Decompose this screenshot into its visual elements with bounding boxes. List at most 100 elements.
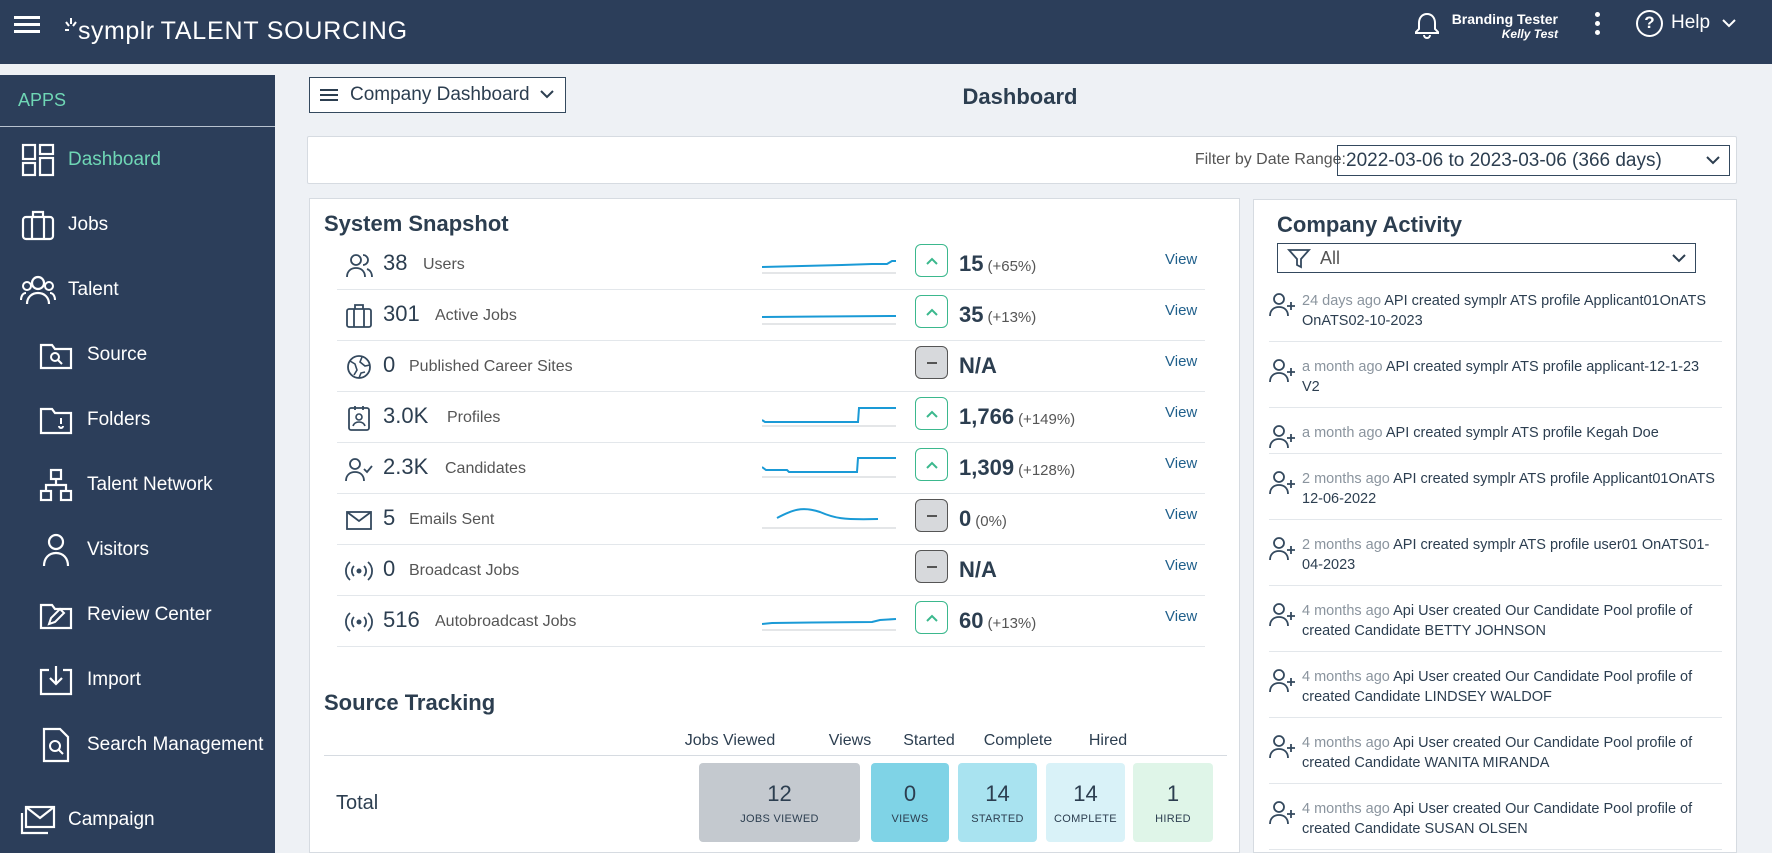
sidebar-item-source[interactable]: Source bbox=[0, 330, 275, 380]
sidebar-item-talent-network[interactable]: Talent Network bbox=[0, 460, 275, 510]
sidebar-item-dashboard[interactable]: Dashboard bbox=[0, 135, 275, 185]
divider bbox=[324, 755, 1227, 756]
snapshot-count: 38 bbox=[383, 250, 408, 275]
sidebar-item-jobs[interactable]: Jobs bbox=[0, 200, 275, 250]
activity-item: a month ago API created symplr ATS profi… bbox=[1269, 423, 1722, 454]
date-range-select[interactable]: 2022-03-06 to 2023-03-06 (366 days) bbox=[1337, 145, 1730, 176]
snapshot-delta: N/A bbox=[959, 353, 997, 378]
globe-icon bbox=[347, 355, 371, 379]
snapshot-label: Users bbox=[423, 256, 465, 273]
activity-item: 4 months ago Api User created Our Candid… bbox=[1269, 799, 1722, 850]
view-link[interactable]: View bbox=[1165, 302, 1198, 319]
snapshot-count: 0 bbox=[383, 352, 396, 377]
folder-edit-icon bbox=[36, 595, 76, 635]
column-header: Jobs Viewed bbox=[684, 732, 776, 749]
date-range-value: 2022-03-06 to 2023-03-06 (366 days) bbox=[1346, 149, 1662, 171]
tile-label: VIEWS bbox=[891, 812, 929, 825]
people-icon bbox=[18, 270, 58, 310]
snapshot-count: 2.3K bbox=[383, 454, 429, 479]
section-title: Company Activity bbox=[1277, 212, 1463, 237]
view-link[interactable]: View bbox=[1165, 455, 1198, 472]
snapshot-label: Published Career Sites bbox=[409, 358, 573, 375]
sidebar-item-campaign[interactable]: Campaign bbox=[0, 795, 275, 845]
activity-text: 4 months ago Api User created Our Candid… bbox=[1302, 735, 1693, 771]
view-link[interactable]: View bbox=[1165, 404, 1198, 421]
activity-item: 2 months ago API created symplr ATS prof… bbox=[1269, 535, 1722, 586]
snapshot-row-profiles: 3.0K Profiles 1,766 (+149%) View bbox=[337, 392, 1205, 443]
tile-label: STARTED bbox=[971, 812, 1024, 825]
add-user-icon bbox=[1269, 471, 1295, 495]
page-title: Dashboard bbox=[962, 84, 1078, 109]
dashboard-view-select[interactable]: Company Dashboard bbox=[309, 77, 566, 113]
view-link[interactable]: View bbox=[1165, 353, 1198, 370]
snapshot-row-active-jobs: 301 Active Jobs 35 (+13%) View bbox=[337, 290, 1205, 341]
view-link[interactable]: View bbox=[1165, 506, 1198, 523]
column-header: Started bbox=[903, 732, 955, 749]
person-check-icon bbox=[345, 458, 373, 482]
sparkline bbox=[762, 407, 896, 427]
sparkline bbox=[762, 260, 896, 274]
hired-tile[interactable]: 1 HIRED bbox=[1133, 763, 1213, 842]
user-menu[interactable]: Branding Tester Kelly Test bbox=[1440, 12, 1558, 42]
view-link[interactable]: View bbox=[1165, 608, 1198, 625]
filter-label: Filter by Date Range: bbox=[1194, 151, 1346, 168]
activity-text: a month ago API created symplr ATS profi… bbox=[1302, 359, 1700, 395]
add-user-icon bbox=[1269, 425, 1295, 449]
snapshot-label: Candidates bbox=[445, 460, 526, 477]
snapshot-row-users: 38 Users 15 (+65%) View bbox=[337, 239, 1205, 290]
briefcase-icon bbox=[18, 205, 58, 245]
more-options-icon[interactable] bbox=[1590, 12, 1604, 38]
snapshot-row-autobroadcast-jobs: 516 Autobroadcast Jobs 60 (+13%) View bbox=[337, 596, 1205, 647]
snapshot-row-candidates: 2.3K Candidates 1,309 (+128%) View bbox=[337, 443, 1205, 494]
tile-label: HIRED bbox=[1155, 812, 1191, 825]
chevron-down-icon bbox=[1722, 19, 1736, 28]
jobs-viewed-tile[interactable]: 12 JOBS VIEWED bbox=[699, 763, 860, 842]
add-user-icon bbox=[1269, 537, 1295, 561]
network-icon bbox=[36, 465, 76, 505]
snapshot-count: 301 bbox=[383, 301, 420, 326]
activity-item: 4 months ago Api User created Our Candid… bbox=[1269, 733, 1722, 784]
activity-filter-select[interactable]: All bbox=[1277, 243, 1696, 273]
trend-flat-icon bbox=[915, 550, 948, 583]
activity-filter-value: All bbox=[1320, 247, 1341, 268]
activity-item: 4 months ago Api User created Our Candid… bbox=[1269, 667, 1722, 718]
logo-brand: symplr bbox=[78, 16, 155, 45]
activity-text: 2 months ago API created symplr ATS prof… bbox=[1302, 471, 1715, 507]
filter-bar: Filter by Date Range: 2022-03-06 to 2023… bbox=[307, 136, 1737, 184]
broadcast-icon bbox=[345, 612, 373, 632]
activity-item: 4 months ago Api User created Our Candid… bbox=[1269, 601, 1722, 652]
started-tile[interactable]: 14 STARTED bbox=[958, 763, 1037, 842]
sidebar-item-folders[interactable]: Folders bbox=[0, 395, 275, 445]
snapshot-count: 5 bbox=[383, 505, 396, 530]
snapshot-delta: 1,766 (+149%) bbox=[959, 404, 1076, 429]
view-link[interactable]: View bbox=[1165, 557, 1198, 574]
sidebar-item-search-management[interactable]: Search Management bbox=[0, 720, 275, 770]
sidebar-item-talent[interactable]: Talent bbox=[0, 265, 275, 315]
folder-icon bbox=[36, 400, 76, 440]
views-tile[interactable]: 0 VIEWS bbox=[871, 763, 949, 842]
column-header: Views bbox=[828, 732, 872, 749]
view-link[interactable]: View bbox=[1165, 251, 1198, 268]
help-icon: ? bbox=[1636, 9, 1663, 37]
snapshot-delta: 60 (+13%) bbox=[959, 608, 1037, 633]
logo[interactable]: symplr TALENT SOURCING bbox=[64, 14, 408, 48]
users-icon bbox=[346, 254, 373, 278]
bell-icon[interactable] bbox=[1412, 10, 1442, 40]
tile-value: 14 bbox=[985, 780, 1010, 806]
sidebar-item-label: Jobs bbox=[68, 214, 109, 235]
tile-value: 1 bbox=[1166, 780, 1180, 806]
sidebar-item-review-center[interactable]: Review Center bbox=[0, 590, 275, 640]
folder-search-icon bbox=[36, 335, 76, 375]
top-bar: symplr TALENT SOURCING Branding Tester K… bbox=[0, 0, 1772, 64]
sidebar-item-visitors[interactable]: Visitors bbox=[0, 525, 275, 575]
system-snapshot-card: System Snapshot 38 Users 15 (+65%) View 3… bbox=[309, 198, 1240, 853]
help-menu[interactable]: ? Help bbox=[1636, 8, 1736, 38]
complete-tile[interactable]: 14 COMPLETE bbox=[1046, 763, 1125, 842]
sidebar-item-import[interactable]: Import bbox=[0, 655, 275, 705]
sidebar-item-label: Talent bbox=[68, 279, 119, 300]
source-tracking-headers: Jobs Viewed Views Started Complete Hired bbox=[310, 732, 1241, 752]
snapshot-count: 0 bbox=[383, 556, 396, 581]
snapshot-row-broadcast-jobs: 0 Broadcast Jobs N/A View bbox=[337, 545, 1205, 596]
menu-icon[interactable] bbox=[14, 16, 40, 38]
snapshot-label: Emails Sent bbox=[409, 511, 495, 528]
